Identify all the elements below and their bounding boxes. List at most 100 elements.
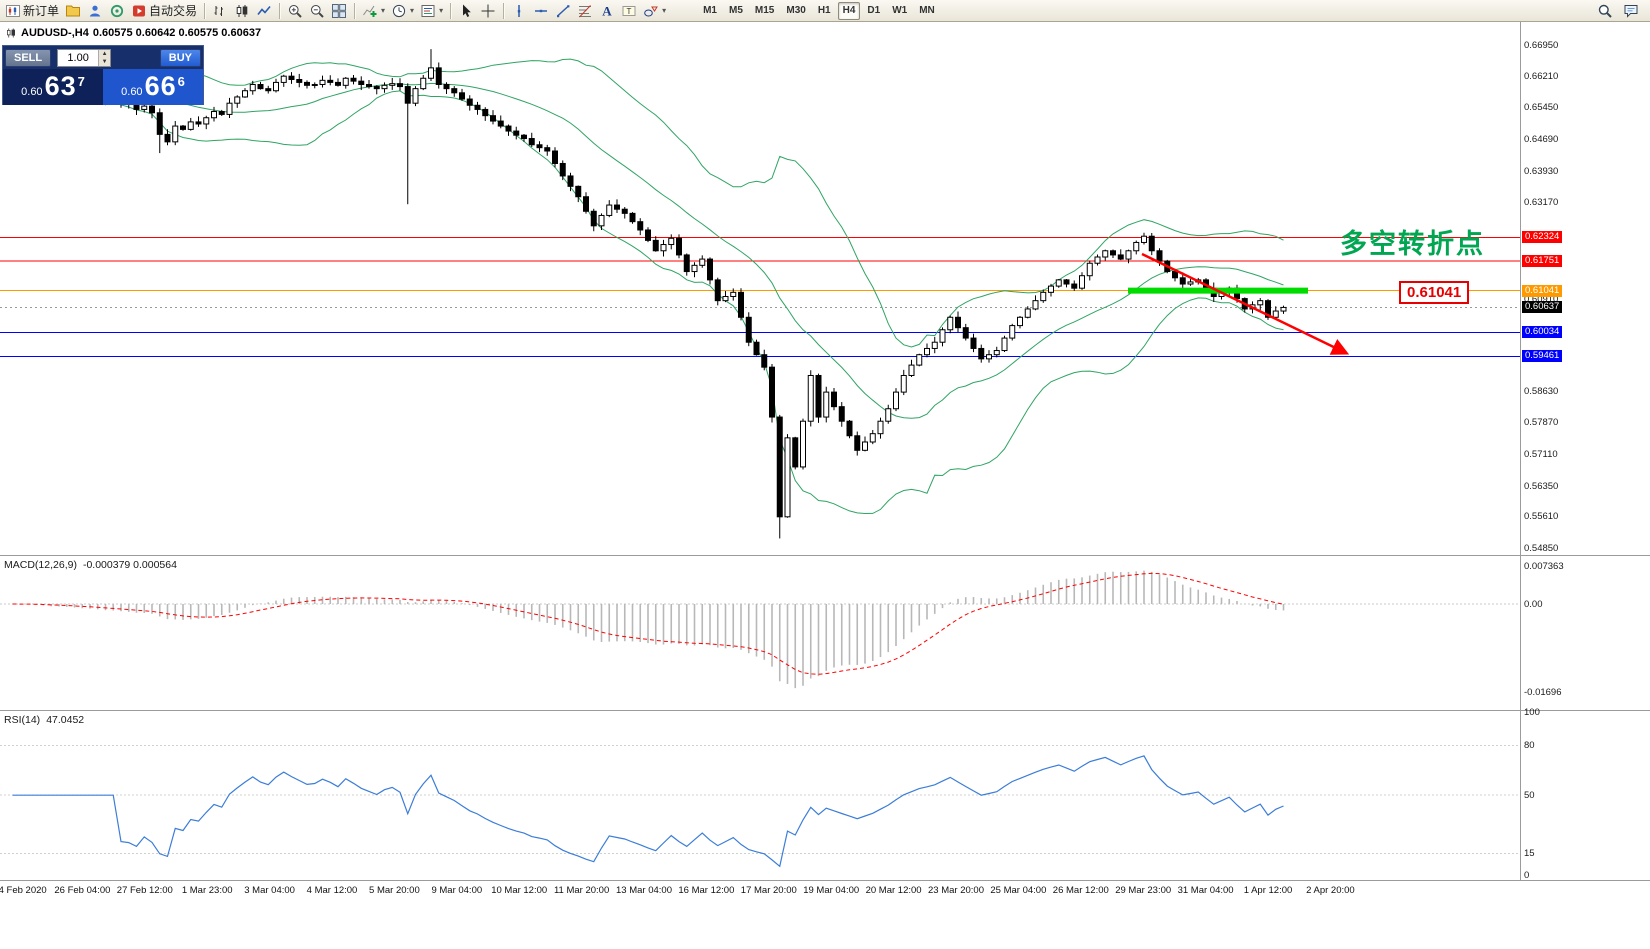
price-callout-label[interactable]: 0.61041 bbox=[1399, 281, 1470, 304]
level-price-tag: 0.61041 bbox=[1522, 284, 1563, 297]
crosshair-button[interactable] bbox=[477, 1, 499, 21]
time-label: 24 Feb 2020 bbox=[0, 885, 47, 896]
zoom-out-button[interactable] bbox=[306, 1, 328, 21]
candle-body bbox=[218, 111, 225, 115]
candle-body bbox=[234, 96, 241, 104]
timeframe-m1-button[interactable]: M1 bbox=[698, 2, 722, 20]
price-tick: 0.55610 bbox=[1524, 511, 1559, 523]
timeframe-m15-button[interactable]: M15 bbox=[750, 2, 779, 20]
toolbar-left-group: 新订单 自动交易 ▾ ▾ ▾ A T ▾ bbox=[2, 1, 669, 21]
fibonacci-button[interactable] bbox=[574, 1, 596, 21]
search-button[interactable] bbox=[1594, 1, 1616, 21]
time-label: 11 Mar 20:00 bbox=[553, 885, 610, 896]
candle-body bbox=[683, 254, 690, 273]
macd-axis-tick: 0.00 bbox=[1524, 599, 1543, 610]
toolbar-separator bbox=[503, 2, 505, 19]
candle-body bbox=[854, 435, 861, 451]
time-label: 16 Mar 12:00 bbox=[678, 885, 735, 896]
panel-separator[interactable] bbox=[0, 710, 1650, 711]
volume-input[interactable] bbox=[58, 52, 99, 64]
candle-body bbox=[838, 406, 845, 422]
buy-button[interactable]: BUY bbox=[159, 49, 201, 67]
trendline-button[interactable] bbox=[552, 1, 574, 21]
time-label: 10 Mar 12:00 bbox=[491, 885, 548, 896]
community-chat-button[interactable] bbox=[1620, 1, 1642, 21]
zoom-in-button[interactable] bbox=[284, 1, 306, 21]
vertical-line-icon bbox=[517, 4, 521, 17]
candle-body bbox=[877, 420, 884, 435]
candle-body bbox=[823, 391, 830, 418]
timeframe-m5-button[interactable]: M5 bbox=[724, 2, 748, 20]
candle-body bbox=[645, 229, 651, 241]
candle-body bbox=[978, 347, 985, 360]
volume-down-button[interactable]: ▼ bbox=[99, 58, 111, 66]
price-chart-canvas[interactable] bbox=[0, 22, 1520, 881]
new-order-button[interactable]: 新订单 bbox=[2, 1, 62, 21]
templates-button[interactable]: ▾ bbox=[417, 1, 446, 21]
profiles-button[interactable] bbox=[62, 1, 84, 21]
time-label: 19 Mar 04:00 bbox=[803, 885, 860, 896]
shapes-button[interactable]: ▾ bbox=[640, 1, 669, 21]
bar-chart-button[interactable] bbox=[209, 1, 231, 21]
candle-body bbox=[1017, 316, 1023, 327]
macd-signal-line bbox=[12, 572, 1284, 675]
candle-body bbox=[776, 416, 783, 518]
price-tick: 0.66950 bbox=[1524, 40, 1559, 51]
downtrend-arrow[interactable] bbox=[1141, 252, 1350, 355]
candle-body bbox=[1133, 241, 1140, 252]
buy-price-quote[interactable]: 0.60 66 6 bbox=[103, 69, 203, 105]
price-tick: 0.64690 bbox=[1524, 133, 1559, 145]
volume-up-button[interactable]: ▲ bbox=[99, 50, 111, 58]
timeframe-mn-button[interactable]: MN bbox=[914, 2, 940, 20]
sell-price-quote[interactable]: 0.60 63 7 bbox=[3, 69, 103, 105]
candle-body bbox=[862, 441, 868, 451]
timeframe-m30-button[interactable]: M30 bbox=[781, 2, 810, 20]
text-button[interactable]: A bbox=[596, 1, 618, 21]
candle-body bbox=[792, 437, 799, 468]
price-tick: 0.66210 bbox=[1524, 70, 1559, 82]
candlestick-chart-button[interactable] bbox=[231, 1, 253, 21]
bollinger-middle bbox=[35, 79, 1284, 419]
indicators-button[interactable]: ▾ bbox=[359, 1, 388, 21]
candle-body bbox=[583, 196, 589, 212]
candle-body bbox=[265, 88, 272, 92]
candle-body bbox=[962, 327, 969, 339]
panel-separator[interactable] bbox=[0, 555, 1650, 556]
candle-body bbox=[815, 374, 822, 418]
text-label-button[interactable]: T bbox=[618, 1, 640, 21]
timeframe-d1-button[interactable]: D1 bbox=[862, 2, 885, 20]
macd-axis-tick: 0.007363 bbox=[1524, 560, 1564, 572]
timeframe-h1-button[interactable]: H1 bbox=[813, 2, 836, 20]
turning-point-annotation[interactable]: 多空转折点 bbox=[1340, 229, 1485, 259]
line-chart-button[interactable] bbox=[253, 1, 275, 21]
candle-body bbox=[831, 391, 837, 408]
time-label: 5 Mar 20:00 bbox=[369, 885, 420, 896]
cursor-button[interactable] bbox=[455, 1, 477, 21]
periods-button[interactable]: ▾ bbox=[388, 1, 417, 21]
zoom-out-icon bbox=[311, 4, 324, 18]
candle-body bbox=[521, 134, 527, 140]
data-window-button[interactable] bbox=[106, 1, 128, 21]
candle-body bbox=[660, 244, 667, 252]
autotrading-button[interactable]: 自动交易 bbox=[128, 1, 200, 21]
candle-body bbox=[761, 354, 768, 368]
timeframe-h4-button[interactable]: H4 bbox=[837, 1, 861, 20]
toolbar-separator bbox=[204, 2, 206, 19]
tile-windows-button[interactable] bbox=[328, 1, 350, 21]
rsi-panel-label: RSI(14) 47.0452 bbox=[4, 714, 85, 726]
sell-button[interactable]: SELL bbox=[5, 49, 52, 67]
timeframe-w1-button[interactable]: W1 bbox=[887, 2, 912, 20]
price-tick: 0.57870 bbox=[1524, 417, 1559, 429]
candle-body bbox=[211, 111, 217, 119]
candle-body bbox=[1187, 281, 1194, 285]
candle-body bbox=[366, 83, 372, 88]
text-label-icon: T bbox=[622, 5, 636, 16]
candle-body bbox=[993, 350, 1000, 356]
candle-body bbox=[970, 337, 977, 349]
toolbar-separator bbox=[450, 2, 452, 19]
zoom-in-icon bbox=[289, 4, 302, 18]
horizontal-line-button[interactable] bbox=[530, 1, 552, 21]
vertical-line-button[interactable] bbox=[508, 1, 530, 21]
line-chart-icon bbox=[257, 5, 271, 15]
market-watch-button[interactable] bbox=[84, 1, 106, 21]
